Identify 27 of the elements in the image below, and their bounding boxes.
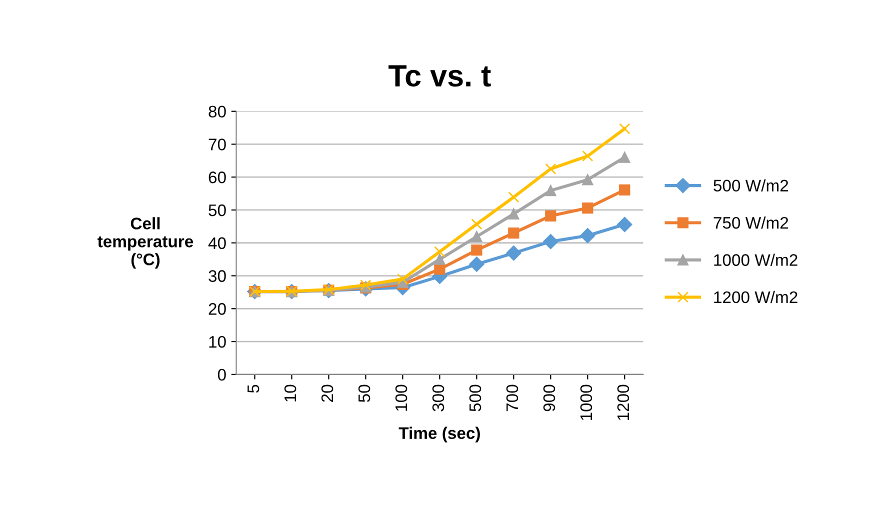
- x-tick-label: 900: [543, 384, 556, 412]
- legend-label: 1200 W/m2: [714, 290, 798, 304]
- x-tick-label: 1200: [617, 384, 630, 420]
- x-tick-label: 20: [321, 384, 334, 402]
- y-tick-label: 30: [208, 270, 226, 282]
- legend-label: 500 W/m2: [714, 179, 788, 192]
- y-tick-label: 60: [208, 172, 226, 184]
- x-tick-label: 1000: [580, 384, 592, 420]
- y-tick-label: 40: [208, 237, 226, 250]
- legend-label: 750 W/m2: [714, 216, 788, 229]
- y-tick-label: 50: [208, 204, 226, 216]
- y-tick-label: 10: [209, 336, 226, 348]
- y-tick-label: 70: [208, 138, 226, 150]
- x-tick-label: 700: [506, 384, 518, 412]
- x-tick-label: 500: [469, 384, 482, 412]
- y-tick-label: 80: [208, 106, 226, 118]
- y-axis-title: Cell temperature (°C): [98, 217, 194, 269]
- x-tick-label: 10: [284, 384, 296, 402]
- y-tick-label: 0: [218, 368, 226, 381]
- chart-title: Tc vs. t: [388, 65, 491, 87]
- x-tick-label: 300: [432, 384, 444, 412]
- x-tick-label: 50: [358, 384, 370, 402]
- y-tick-label: 20: [208, 303, 226, 315]
- x-axis-title: Time (sec): [398, 426, 480, 442]
- x-tick-label: 100: [395, 384, 408, 411]
- legend-label: 1000 W/m2: [714, 254, 798, 266]
- x-tick-label: 5: [248, 384, 260, 393]
